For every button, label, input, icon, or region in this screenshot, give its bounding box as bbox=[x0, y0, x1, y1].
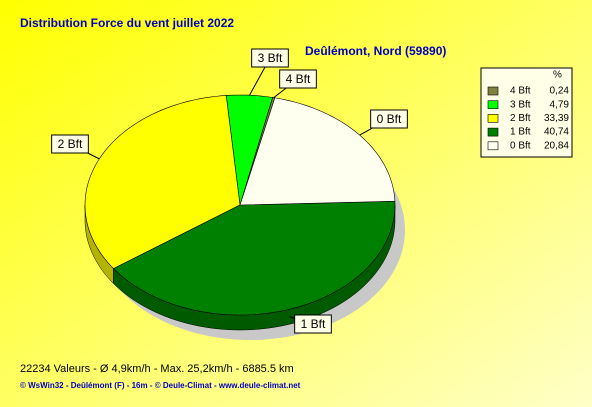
legend-label: 4 Bft bbox=[510, 86, 531, 97]
legend-label: 0 Bft bbox=[510, 140, 531, 151]
slice-label: 0 Bft bbox=[377, 112, 402, 126]
chart-title: Distribution Force du vent juillet 2022 bbox=[20, 16, 234, 30]
footer-credits: © WsWin32 - Deûlémont (F) - 16m - © Deul… bbox=[20, 381, 301, 390]
legend-value: 0,24 bbox=[550, 86, 570, 97]
slice bbox=[113, 200, 396, 316]
pie bbox=[84, 94, 396, 331]
legend-swatch bbox=[487, 127, 499, 137]
legend: 4 Bft 0,24 3 Bft 4,79 2 Bft 33,39 1 Bft 40,74 0 … bbox=[487, 86, 570, 151]
slice bbox=[84, 95, 241, 269]
legend-label: 1 Bft bbox=[510, 127, 531, 138]
label-box bbox=[279, 69, 317, 89]
legend-swatch bbox=[487, 114, 499, 123]
legend-value: 33,39 bbox=[544, 113, 569, 124]
legend-header: % bbox=[553, 70, 562, 81]
slice-label: 3 Bft bbox=[258, 51, 283, 65]
legend-swatch bbox=[487, 100, 499, 109]
slice bbox=[225, 94, 273, 206]
legend-label: 3 Bft bbox=[510, 99, 531, 110]
label-box bbox=[370, 109, 408, 129]
legend-value: 40,74 bbox=[544, 127, 569, 138]
legend-swatch bbox=[487, 86, 499, 96]
label-box bbox=[294, 314, 332, 334]
label-box bbox=[251, 48, 289, 68]
legend-swatch bbox=[487, 141, 499, 151]
chart-subtitle: Deûlémont, Nord (59890) bbox=[305, 44, 446, 58]
legend-value: 20,84 bbox=[544, 140, 569, 151]
legend-value: 4,79 bbox=[550, 99, 570, 110]
slice-label: 1 Bft bbox=[301, 317, 326, 331]
legend-label: 2 Bft bbox=[510, 113, 531, 124]
footer-stats: 22234 Valeurs - Ø 4,9km/h - Max. 25,2km/… bbox=[20, 363, 294, 375]
slice bbox=[239, 97, 396, 206]
label-box bbox=[51, 134, 89, 154]
slice-label: 4 Bft bbox=[286, 72, 311, 86]
slice-label: 2 Bft bbox=[58, 137, 83, 151]
